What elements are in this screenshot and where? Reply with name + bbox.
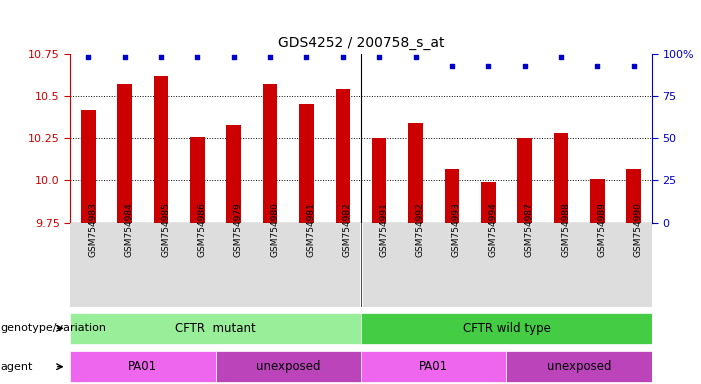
Text: genotype/variation: genotype/variation: [1, 323, 107, 333]
Bar: [226, 125, 241, 223]
Bar: [70, 313, 361, 344]
Bar: [372, 138, 386, 223]
Text: GSM754980: GSM754980: [270, 202, 279, 257]
Text: GSM754979: GSM754979: [233, 202, 243, 257]
Title: GDS4252 / 200758_s_at: GDS4252 / 200758_s_at: [278, 36, 444, 50]
Text: GSM754983: GSM754983: [88, 202, 97, 257]
Text: GSM754988: GSM754988: [561, 202, 570, 257]
Text: GSM754991: GSM754991: [379, 202, 388, 257]
Text: GSM754985: GSM754985: [161, 202, 170, 257]
Point: [519, 63, 530, 69]
Text: CFTR  mutant: CFTR mutant: [175, 322, 256, 335]
Point: [119, 54, 130, 60]
Text: CFTR wild type: CFTR wild type: [463, 322, 550, 335]
Bar: [216, 351, 361, 382]
Point: [83, 54, 94, 60]
Text: unexposed: unexposed: [547, 360, 611, 373]
Point: [374, 54, 385, 60]
Bar: [590, 179, 605, 223]
Bar: [299, 104, 314, 223]
Point: [264, 54, 275, 60]
Text: GSM754984: GSM754984: [125, 202, 134, 257]
Point: [156, 54, 167, 60]
Text: GSM754994: GSM754994: [489, 202, 497, 257]
Point: [301, 54, 312, 60]
Text: GSM754989: GSM754989: [597, 202, 606, 257]
Text: GSM754981: GSM754981: [306, 202, 315, 257]
Point: [555, 54, 566, 60]
Text: PA01: PA01: [128, 360, 158, 373]
Bar: [408, 123, 423, 223]
Point: [337, 54, 348, 60]
Text: GSM754993: GSM754993: [452, 202, 461, 257]
Text: unexposed: unexposed: [256, 360, 320, 373]
Bar: [554, 133, 569, 223]
Text: PA01: PA01: [419, 360, 449, 373]
Bar: [517, 138, 532, 223]
Text: GSM754986: GSM754986: [198, 202, 206, 257]
Bar: [70, 351, 216, 382]
Text: GSM754992: GSM754992: [416, 202, 425, 257]
Point: [447, 63, 458, 69]
Point: [592, 63, 603, 69]
Text: agent: agent: [1, 362, 33, 372]
Text: GSM754990: GSM754990: [634, 202, 643, 257]
Point: [192, 54, 203, 60]
Bar: [361, 313, 652, 344]
Point: [228, 54, 239, 60]
Bar: [190, 137, 205, 223]
Bar: [506, 351, 652, 382]
Text: GSM754982: GSM754982: [343, 202, 352, 257]
Bar: [81, 109, 95, 223]
Bar: [361, 351, 507, 382]
Bar: [481, 182, 496, 223]
Bar: [117, 84, 132, 223]
Bar: [263, 84, 278, 223]
Point: [410, 54, 421, 60]
Bar: [444, 169, 459, 223]
Point: [628, 63, 639, 69]
Bar: [154, 76, 168, 223]
Bar: [627, 169, 641, 223]
Point: [483, 63, 494, 69]
Bar: [336, 89, 350, 223]
Text: GSM754987: GSM754987: [524, 202, 533, 257]
